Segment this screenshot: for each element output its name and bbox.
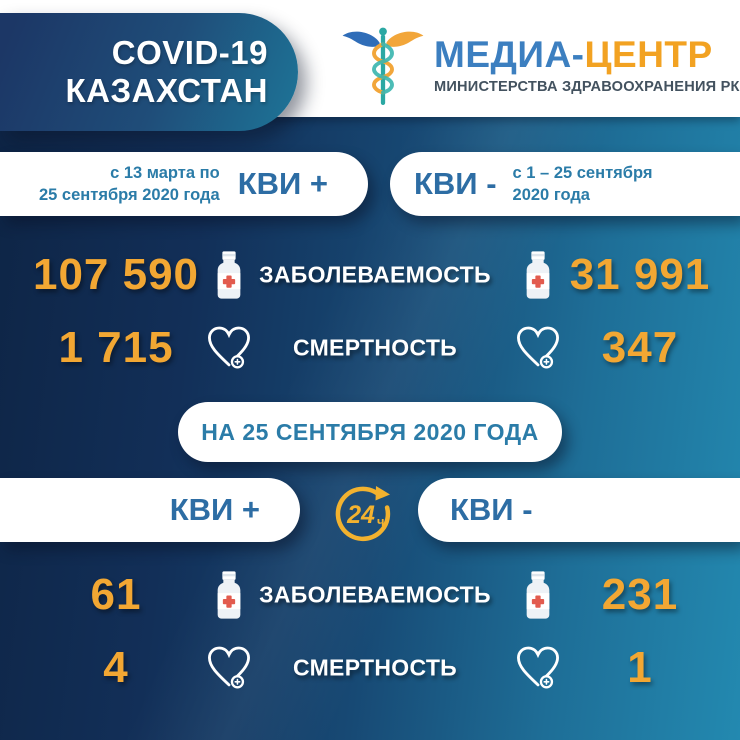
logo-title-center: ЦЕНТР (584, 33, 713, 75)
heart-stethoscope-icon (514, 639, 562, 697)
logo-subtitle: МИНИСТЕРСТВА ЗДРАВООХРАНЕНИЯ РК (434, 78, 740, 95)
cumulative-mortality-kvi-plus-value: 1 715 (58, 323, 174, 372)
daily-cases-kvi-plus-value: 61 (90, 570, 142, 619)
period-line2: 2020 года (512, 186, 590, 204)
medicine-bottle-icon (205, 566, 253, 624)
covid-badge-line2: КАЗАХСТАН (65, 72, 268, 109)
medicine-bottle-icon (514, 246, 562, 304)
covid-badge-line1: COVID-19 (111, 33, 268, 71)
daily-kvi-minus-pill: КВИ - (418, 478, 740, 542)
kvi-minus-label: КВИ - (450, 492, 533, 527)
daily-mortality-label: СМЕРТНОСТЬ (292, 654, 457, 681)
cumulative-mortality-kvi-minus-value: 347 (601, 323, 679, 372)
kvi-minus-label: КВИ - (414, 166, 497, 201)
stat-row-cumulative-mortality: 1 715 СМЕРТНОСТЬ 347 (0, 313, 740, 383)
daily-kvi-plus-pill: КВИ + (0, 478, 300, 542)
stat-row-cumulative-cases: 107 590 ЗАБОЛЕВАЕМОСТЬ 31 991 (0, 240, 740, 310)
kvi-minus-period-text: с 1 – 25 сентября 2020 года (513, 162, 653, 207)
cumulative-cases-kvi-plus-value: 107 590 (32, 250, 200, 299)
kvi-plus-period-text: с 13 марта по 25 сентября 2020 года (39, 162, 220, 207)
period-line2: 25 сентября 2020 года (39, 186, 220, 204)
clock-unit: ч (377, 514, 385, 529)
heart-stethoscope-icon (205, 319, 253, 377)
kvi-plus-label: КВИ + (237, 166, 328, 201)
medicine-bottle-icon (514, 566, 562, 624)
heart-stethoscope-icon (514, 319, 562, 377)
logo-text: МЕДИА-ЦЕНТР МИНИСТЕРСТВА ЗДРАВООХРАНЕНИЯ… (434, 36, 740, 95)
cumulative-cases-kvi-minus-value: 31 991 (569, 250, 711, 299)
clock-number: 24 (346, 501, 375, 529)
media-center-logo: МЕДИА-ЦЕНТР МИНИСТЕРСТВА ЗДРАВООХРАНЕНИЯ… (340, 20, 740, 110)
daily-cases-kvi-minus-value: 231 (601, 570, 679, 619)
daily-mortality-kvi-minus-value: 1 (627, 643, 653, 692)
caduceus-icon (342, 27, 424, 105)
cumulative-mortality-label: СМЕРТНОСТЬ (292, 334, 457, 361)
kvi-minus-period-pill: КВИ - с 1 – 25 сентября 2020 года (390, 152, 740, 216)
daily-cases-label: ЗАБОЛЕВАЕМОСТЬ (259, 581, 491, 608)
logo-title: МЕДИА-ЦЕНТР (434, 36, 740, 73)
kvi-plus-label: КВИ + (169, 492, 260, 527)
logo-title-media: МЕДИА- (434, 33, 585, 75)
medicine-bottle-icon (205, 246, 253, 304)
kvi-plus-period-pill: с 13 марта по 25 сентября 2020 года КВИ … (0, 152, 368, 216)
report-date-badge: НА 25 СЕНТЯБРЯ 2020 ГОДА (178, 402, 562, 462)
stat-row-daily-cases: 61 ЗАБОЛЕВАЕМОСТЬ 231 (0, 560, 740, 630)
daily-mortality-kvi-plus-value: 4 (103, 643, 129, 692)
period-line1: с 13 марта по (110, 163, 220, 182)
24h-clock-icon: 24 ч (328, 476, 402, 546)
cumulative-cases-label: ЗАБОЛЕВАЕМОСТЬ (259, 261, 491, 288)
stat-row-daily-mortality: 4 СМЕРТНОСТЬ 1 (0, 633, 740, 703)
period-line1: с 1 – 25 сентября (512, 163, 653, 182)
heart-stethoscope-icon (205, 639, 253, 697)
covid-kazakhstan-badge: COVID-19 КАЗАХСТАН (0, 13, 298, 131)
